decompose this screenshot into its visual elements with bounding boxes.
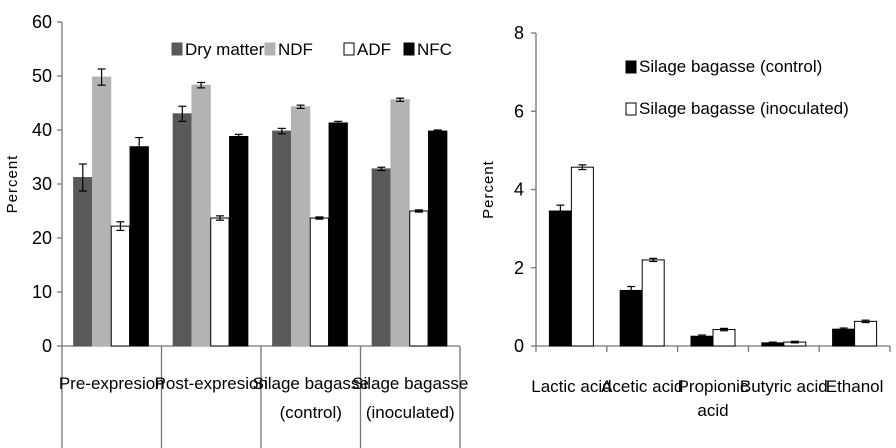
- bar: [641, 259, 665, 347]
- bar: [428, 130, 448, 347]
- category-label: Post-expresion: [155, 374, 268, 393]
- bar: [129, 146, 149, 347]
- bar: [328, 122, 348, 347]
- y-axis-title: Percent: [480, 160, 497, 219]
- bar: [229, 135, 249, 347]
- category-label: Pre-expresion: [59, 374, 165, 393]
- bar: [548, 210, 572, 347]
- y-tick-label: 10: [32, 282, 52, 302]
- category-label: Lactic acid: [531, 377, 611, 396]
- legend-label: Dry matter: [185, 40, 265, 59]
- bar: [110, 225, 131, 347]
- legend-swatch: [171, 42, 183, 56]
- legend-swatch: [625, 102, 637, 116]
- category-label: Silage bagasse: [352, 374, 468, 393]
- bar: [390, 99, 410, 347]
- y-tick-label: 60: [32, 12, 52, 32]
- y-tick-label: 30: [32, 174, 52, 194]
- y-tick-label: 8: [514, 23, 524, 43]
- category-label: (control): [280, 403, 342, 422]
- y-tick-label: 50: [32, 66, 52, 86]
- legend-label: NDF: [278, 40, 313, 59]
- legend-label: Silage bagasse (control): [639, 57, 822, 76]
- category-label: Ethanol: [826, 377, 884, 396]
- legend-label: NFC: [417, 40, 452, 59]
- y-tick-label: 6: [514, 101, 524, 121]
- bar: [272, 130, 292, 347]
- bar: [832, 328, 856, 347]
- legend-label: Silage bagasse (inoculated): [639, 99, 849, 118]
- bar: [570, 166, 594, 347]
- bar: [854, 320, 878, 347]
- y-tick-label: 2: [514, 258, 524, 278]
- bar: [91, 76, 112, 347]
- category-label: Butyric acid: [740, 377, 828, 396]
- bar: [409, 210, 429, 347]
- category-label: Propionic: [678, 377, 749, 396]
- legend-swatch: [403, 42, 415, 56]
- chart-nutrient-composition: 0 10 20 30 40 50 60 Percent Pre-expresionPost-ex…: [4, 12, 468, 448]
- bar: [712, 329, 736, 347]
- y-tick-label: 40: [32, 120, 52, 140]
- category-label: (inoculated): [366, 403, 455, 422]
- bar: [290, 106, 311, 347]
- y-tick-label: 4: [514, 180, 524, 200]
- y-axis-title: Percent: [4, 155, 21, 214]
- legend-label: ADF: [357, 40, 391, 59]
- bar: [210, 217, 230, 347]
- category-label: acid: [697, 401, 728, 420]
- bar: [191, 84, 211, 347]
- bar: [73, 177, 93, 347]
- legend-swatch: [264, 42, 276, 56]
- bar: [172, 113, 192, 347]
- bar: [619, 289, 643, 347]
- bar: [371, 168, 391, 347]
- bar: [309, 217, 330, 347]
- category-label: Silage bagasse: [253, 374, 369, 393]
- legend-swatch: [625, 60, 637, 74]
- category-label: Acetic acid: [601, 377, 683, 396]
- y-tick-label: 0: [514, 336, 524, 356]
- y-tick-label: 20: [32, 228, 52, 248]
- y-tick-label: 0: [42, 336, 52, 356]
- legend-swatch: [343, 42, 355, 56]
